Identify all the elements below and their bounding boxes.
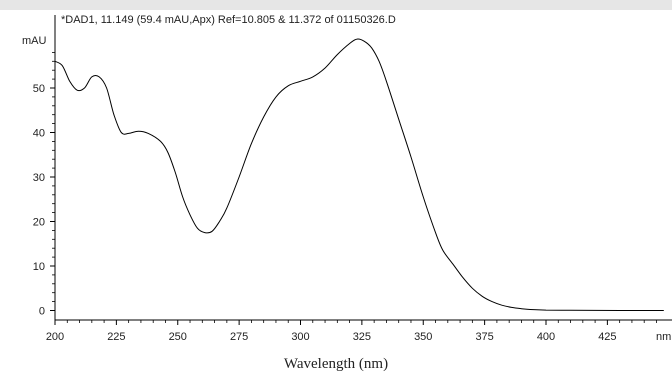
y-tick-label: 20 (33, 217, 45, 229)
chart-title: *DAD1, 11.149 (59.4 mAU,Apx) Ref=10.805 … (61, 14, 396, 26)
x-tick-label: 325 (353, 331, 371, 343)
x-tick-label: 375 (475, 331, 493, 343)
y-tick-label: 50 (33, 83, 45, 95)
spectrum-line (54, 38, 664, 311)
y-tick-label: 30 (33, 172, 45, 184)
y-tick-label: 0 (39, 306, 45, 318)
x-tick-label: 425 (598, 331, 616, 343)
x-tick-label: 275 (230, 331, 248, 343)
y-tick-label: 40 (33, 128, 45, 140)
x-axis-label: Wavelength (nm) (283, 356, 389, 372)
x-tick-label: 300 (291, 331, 309, 343)
window-top-band (0, 0, 672, 10)
x-tick-label: 250 (169, 331, 187, 343)
x-tick-label: 400 (537, 331, 555, 343)
y-axis-unit-label: mAU (22, 35, 47, 47)
x-axis-unit-label: nm (656, 331, 671, 343)
y-tick-label: 10 (33, 261, 45, 273)
x-tick-label: 200 (46, 331, 64, 343)
x-tick-label: 225 (107, 331, 125, 343)
x-tick-label: 350 (414, 331, 432, 343)
